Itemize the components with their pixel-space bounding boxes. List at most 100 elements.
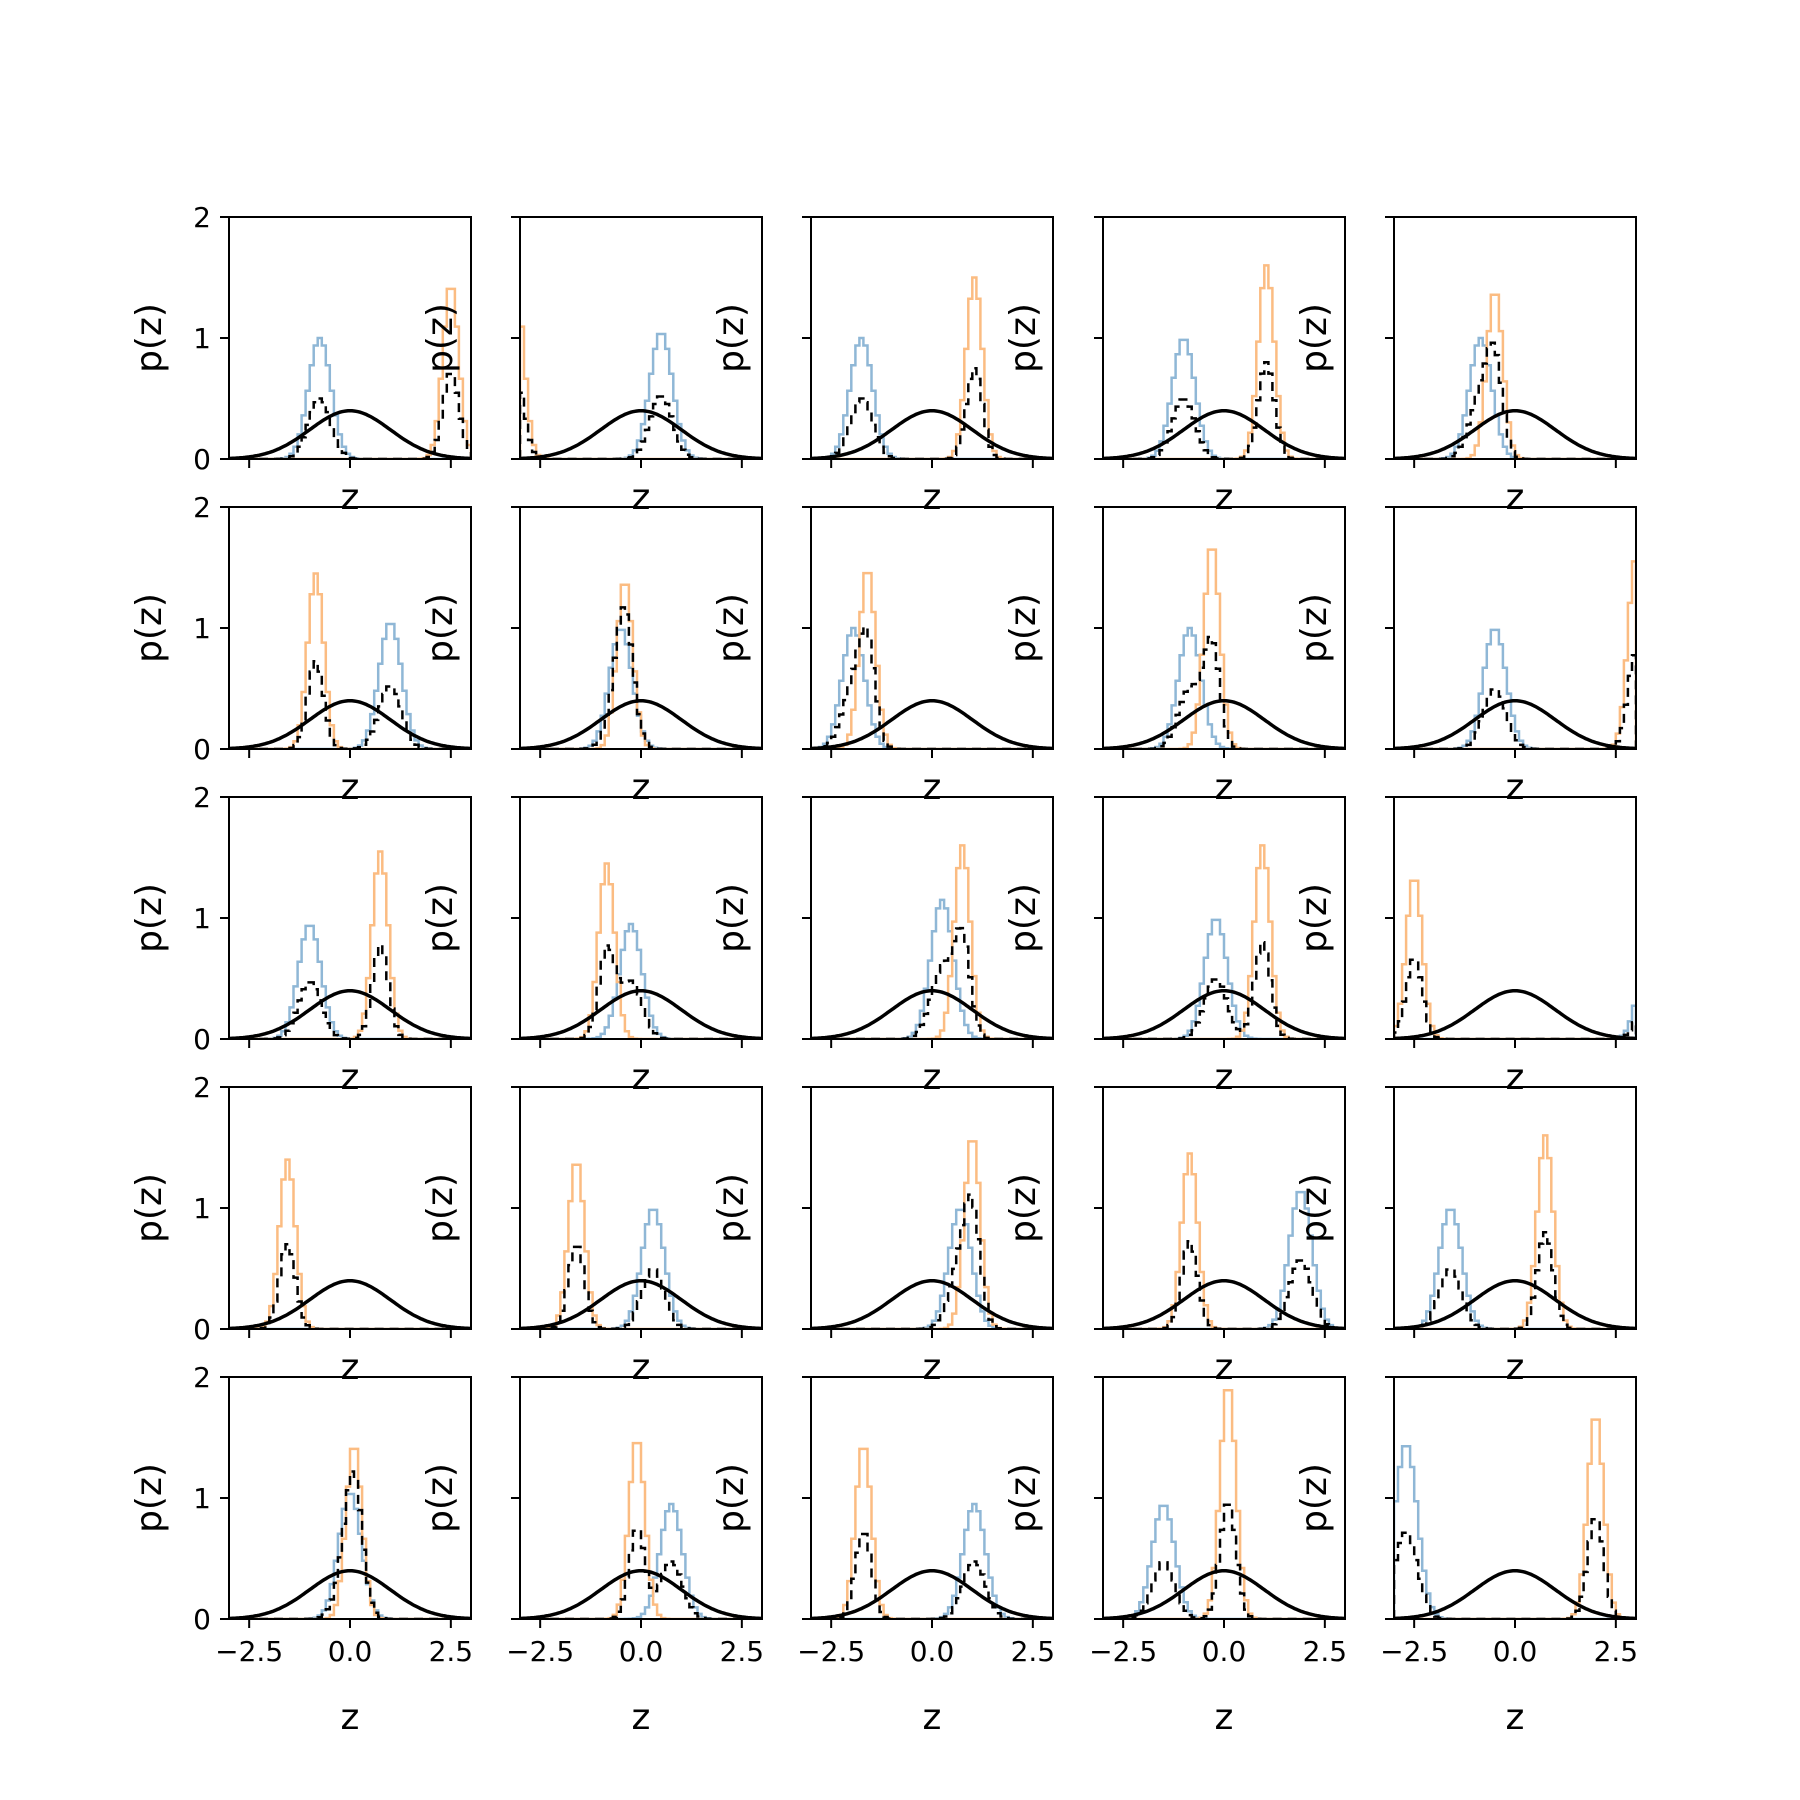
y-tick-label: 0 [193, 733, 211, 766]
subplot-4-4: z p(z) [1003, 1086, 1346, 1388]
blue-histogram [811, 898, 1053, 1039]
x-axis-label: z [1215, 477, 1234, 518]
y-axis-label: p(z) [711, 303, 752, 373]
blue-histogram [1394, 1208, 1636, 1329]
axes-frame [1393, 1376, 1637, 1620]
y-tick-label: 1 [193, 1482, 211, 1515]
y-axis-label: p(z) [1003, 593, 1044, 663]
mixture-histogram [1103, 360, 1345, 459]
y-axis-label: p(z) [129, 303, 170, 373]
mixture-histogram [520, 944, 762, 1039]
y-tick-label: 0 [193, 1313, 211, 1346]
x-tick-label: −2.5 [1089, 1635, 1157, 1668]
subplot-5-5: −2.5 0.0 2.5 z p(z) [1294, 1376, 1639, 1738]
blue-histogram [1394, 1445, 1636, 1619]
x-axis-label: z [923, 477, 942, 518]
prior-curve [520, 1278, 762, 1329]
y-axis-label: p(z) [129, 883, 170, 953]
x-axis-label: z [923, 1697, 942, 1738]
mixture-histogram [229, 372, 471, 459]
y-axis-label: p(z) [420, 883, 461, 953]
x-tick-label: −2.5 [215, 1635, 283, 1668]
y-axis-label: p(z) [1294, 1173, 1335, 1243]
y-tick-label: 2 [193, 1071, 211, 1104]
x-tick-label: 0.0 [328, 1635, 373, 1668]
axes-frame [1393, 506, 1637, 750]
orange-histogram [520, 862, 762, 1039]
x-axis-label: z [341, 1057, 360, 1098]
prior-curve [229, 988, 471, 1039]
y-tick-label: 2 [193, 1361, 211, 1394]
orange-histogram [811, 844, 1053, 1039]
y-axis-label: p(z) [1003, 1173, 1044, 1243]
orange-histogram [1394, 293, 1636, 459]
subplot-1-3: z p(z) [711, 216, 1054, 518]
subplot-5-2: −2.5 0.0 2.5 z p(z) [420, 1376, 764, 1738]
subplot-4-3: z p(z) [711, 1086, 1054, 1388]
x-axis-label: z [341, 767, 360, 808]
x-axis-label: z [632, 477, 651, 518]
x-axis-label: z [632, 767, 651, 808]
y-tick-label: 0 [193, 1603, 211, 1636]
x-axis-label: z [923, 1057, 942, 1098]
x-axis-label: z [1506, 767, 1525, 808]
x-axis-label: z [632, 1347, 651, 1388]
prior-curve [1103, 1568, 1345, 1619]
prior-curve [1103, 1278, 1345, 1329]
y-tick-label: 0 [193, 443, 211, 476]
mixture-histogram [229, 660, 471, 749]
x-axis-label: z [1506, 477, 1525, 518]
y-tick-label: 2 [193, 201, 211, 234]
x-tick-label: −2.5 [506, 1635, 574, 1668]
blue-histogram [520, 922, 762, 1039]
subplot-5-3: −2.5 0.0 2.5 z p(z) [711, 1376, 1056, 1738]
mixture-histogram [520, 1528, 762, 1619]
mixture-histogram [811, 926, 1053, 1039]
orange-histogram [229, 572, 471, 749]
mixture-histogram [811, 367, 1053, 459]
prior-curve [1103, 408, 1345, 459]
mixture-histogram [1394, 341, 1636, 459]
prior-curve [1103, 988, 1345, 1039]
blue-histogram [1394, 336, 1636, 459]
y-axis-label: p(z) [420, 303, 461, 373]
x-tick-label: 0.0 [910, 1635, 955, 1668]
y-axis-label: p(z) [711, 1173, 752, 1243]
orange-histogram [1394, 560, 1636, 749]
y-tick-label: 2 [193, 781, 211, 814]
subplot-5-4: −2.5 0.0 2.5 z p(z) [1003, 1376, 1348, 1738]
prior-curve [1103, 698, 1345, 749]
blue-histogram [1103, 1504, 1345, 1619]
mixture-histogram [1394, 1518, 1636, 1619]
y-axis-label: p(z) [129, 1463, 170, 1533]
blue-histogram [520, 332, 762, 459]
subplot-3-3: z p(z) [711, 796, 1054, 1098]
y-tick-label: 1 [193, 1192, 211, 1225]
prior-curve [520, 408, 762, 459]
y-axis-label: p(z) [711, 593, 752, 663]
mixture-histogram [1103, 1503, 1345, 1619]
prior-curve [811, 698, 1053, 749]
mixture-histogram [811, 1532, 1053, 1619]
prior-curve [1394, 698, 1636, 749]
x-tick-label: 2.5 [1011, 1635, 1056, 1668]
subplot-1-5: z p(z) [1294, 216, 1637, 518]
y-tick-label: 1 [193, 322, 211, 355]
y-tick-label: 0 [193, 1023, 211, 1056]
x-axis-label: z [1506, 1697, 1525, 1738]
y-axis-label: p(z) [1294, 883, 1335, 953]
orange-histogram [1394, 1418, 1636, 1619]
x-tick-label: 2.5 [1303, 1635, 1348, 1668]
x-tick-label: 2.5 [429, 1635, 474, 1668]
orange-histogram [229, 1447, 471, 1619]
y-axis-label: p(z) [1003, 303, 1044, 373]
prior-curve [229, 1568, 471, 1619]
x-tick-label: 2.5 [1594, 1635, 1639, 1668]
prior-curve [520, 698, 762, 749]
mixture-histogram [520, 606, 762, 749]
x-tick-label: −2.5 [797, 1635, 865, 1668]
y-axis-label: p(z) [1294, 303, 1335, 373]
prior-curve [520, 1568, 762, 1619]
subplot-5-1: −2.5 0.0 2.5 0 1 2 z p(z) [129, 1361, 473, 1738]
x-axis-label: z [1506, 1057, 1525, 1098]
